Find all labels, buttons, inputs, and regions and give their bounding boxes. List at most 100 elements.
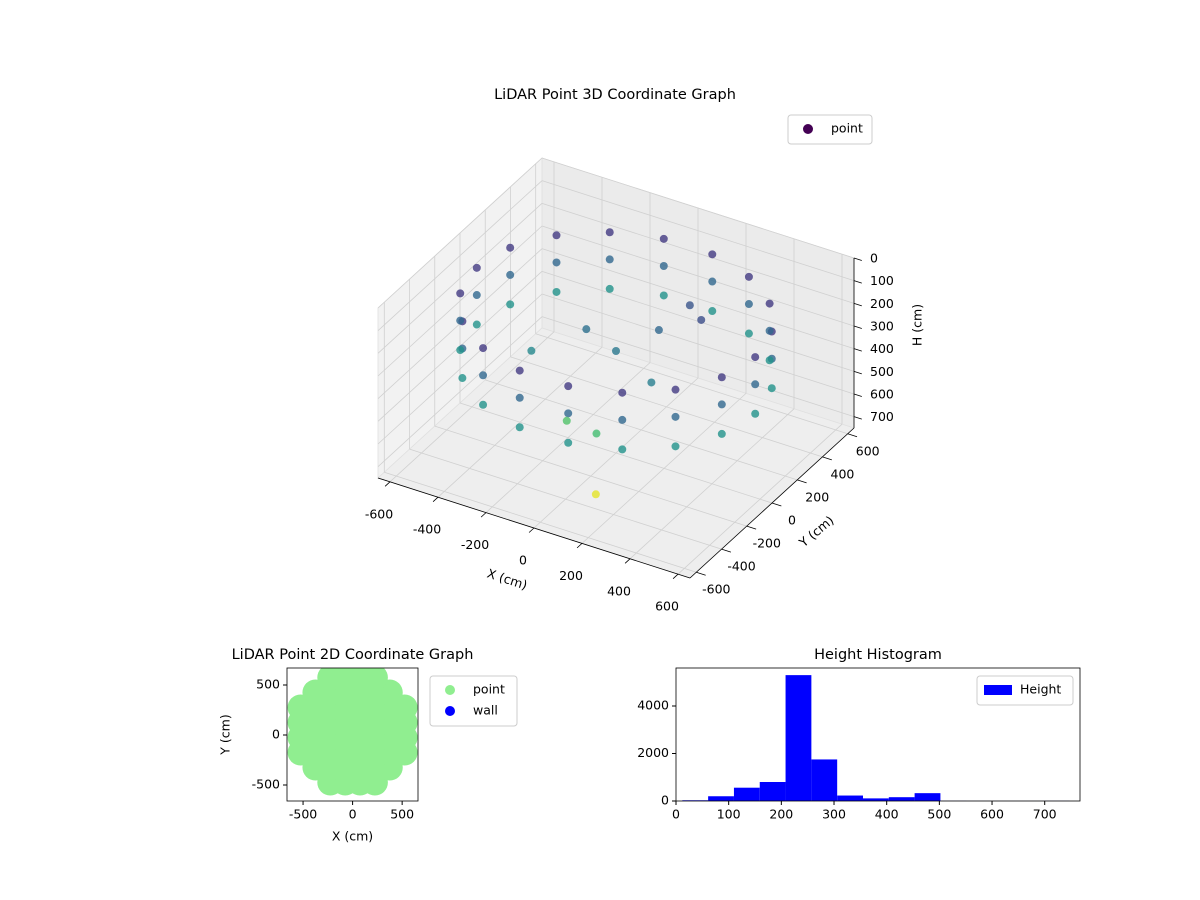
bar bbox=[914, 793, 941, 801]
y-axis-label: Y (cm) bbox=[218, 714, 233, 755]
y-tick-label: 0 bbox=[661, 793, 669, 808]
z-tick-label: 100 bbox=[870, 273, 894, 288]
grid-line bbox=[377, 203, 543, 354]
grid-line bbox=[384, 471, 697, 573]
z-tick-label: 200 bbox=[870, 296, 894, 311]
z-tick-mark bbox=[853, 257, 862, 261]
point bbox=[605, 228, 614, 237]
point bbox=[506, 243, 515, 252]
point bbox=[751, 353, 760, 362]
grid-line bbox=[541, 316, 855, 418]
point bbox=[527, 346, 536, 355]
z-tick-label: 0 bbox=[870, 251, 878, 266]
y-tick-label: -400 bbox=[727, 559, 755, 574]
z-tick-mark bbox=[853, 348, 862, 352]
grid-line bbox=[377, 316, 543, 467]
x-tick-mark bbox=[624, 558, 631, 564]
grid-line bbox=[485, 379, 798, 481]
point bbox=[605, 284, 614, 293]
x-tick-mark bbox=[480, 512, 487, 518]
chart-title: Height Histogram bbox=[814, 647, 942, 663]
grid-line bbox=[541, 157, 855, 259]
y-tick-label: 200 bbox=[805, 489, 829, 504]
point bbox=[361, 668, 388, 691]
axes-frame bbox=[675, 667, 1081, 802]
point bbox=[767, 384, 776, 393]
point bbox=[591, 490, 600, 499]
point bbox=[708, 277, 717, 286]
y-axis-line bbox=[689, 427, 855, 579]
x-tick-mark bbox=[432, 496, 439, 503]
y-tick-mark bbox=[847, 433, 858, 438]
y-tick-mark bbox=[822, 456, 832, 461]
x-tick-label: 200 bbox=[769, 807, 793, 822]
point bbox=[515, 366, 524, 375]
y-tick-mark bbox=[721, 548, 732, 553]
x-tick-label: 0 bbox=[349, 807, 357, 822]
grid-line bbox=[541, 225, 855, 327]
x-tick-label: 600 bbox=[980, 807, 1004, 822]
x-tick-label: 0 bbox=[672, 807, 680, 822]
x-tick-label: 500 bbox=[390, 807, 414, 822]
legend-marker bbox=[984, 685, 1012, 695]
y-tick-label: 500 bbox=[256, 677, 280, 692]
x-tick-label: -200 bbox=[461, 537, 489, 552]
point bbox=[659, 262, 668, 271]
grid-line bbox=[541, 180, 855, 282]
x-tick-label: 200 bbox=[559, 568, 583, 583]
x-tick-label: 700 bbox=[1033, 807, 1057, 822]
y-tick-label: -500 bbox=[252, 777, 280, 792]
grid-line bbox=[434, 425, 747, 527]
grid-line bbox=[377, 293, 543, 445]
grid-line bbox=[510, 356, 823, 458]
point bbox=[552, 258, 561, 267]
point bbox=[671, 385, 680, 394]
grid-line bbox=[541, 248, 855, 350]
bar bbox=[708, 796, 734, 801]
grid-line bbox=[535, 333, 848, 435]
point bbox=[717, 373, 726, 382]
point bbox=[618, 445, 627, 454]
point bbox=[479, 344, 488, 353]
grid-line bbox=[377, 157, 543, 309]
x-tick-label: -500 bbox=[289, 807, 317, 822]
bar bbox=[862, 798, 889, 801]
point bbox=[671, 442, 680, 451]
point bbox=[479, 400, 488, 409]
point bbox=[515, 393, 524, 402]
point bbox=[605, 255, 614, 264]
legend-label: point bbox=[473, 682, 505, 697]
bar bbox=[785, 675, 812, 801]
grid-line bbox=[377, 225, 543, 377]
bar bbox=[733, 787, 760, 801]
point bbox=[552, 231, 561, 240]
point bbox=[671, 412, 680, 421]
point bbox=[564, 438, 573, 447]
z-tick-mark bbox=[853, 325, 862, 329]
point bbox=[456, 316, 465, 325]
legend-box bbox=[787, 114, 873, 145]
x-tick-label: 500 bbox=[927, 807, 951, 822]
y-tick-label: 400 bbox=[831, 466, 855, 481]
x-tick-mark bbox=[672, 573, 679, 579]
y-axis-label: Y (cm) bbox=[795, 512, 836, 550]
y-tick-label: -600 bbox=[702, 582, 730, 597]
chart-title: LiDAR Point 2D Coordinate Graph bbox=[232, 647, 474, 663]
point bbox=[751, 380, 760, 389]
y-tick-label: 4000 bbox=[637, 698, 669, 713]
point bbox=[765, 356, 774, 365]
z-tick-label: 500 bbox=[870, 364, 894, 379]
x-tick-label: 0 bbox=[519, 553, 527, 568]
y-tick-mark bbox=[746, 525, 757, 530]
point bbox=[458, 374, 467, 383]
z-tick-label: 400 bbox=[870, 341, 894, 356]
point bbox=[744, 300, 753, 309]
legend-label: point bbox=[831, 121, 863, 136]
grid-line bbox=[541, 293, 855, 395]
point bbox=[717, 429, 726, 438]
x-tick-label: 100 bbox=[717, 807, 741, 822]
point bbox=[744, 272, 753, 281]
point bbox=[744, 329, 753, 338]
point bbox=[765, 299, 774, 308]
